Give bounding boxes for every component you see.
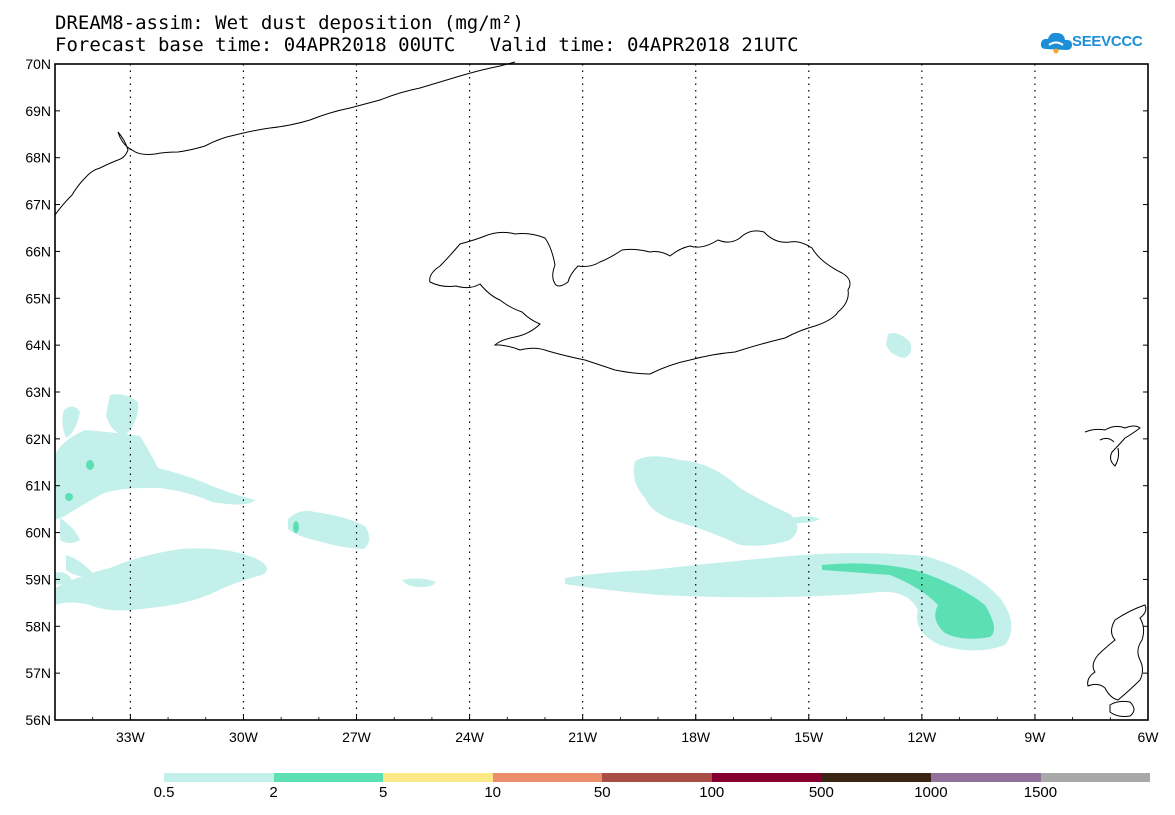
deposition-core-center bbox=[293, 521, 299, 533]
legend-label: 2 bbox=[269, 784, 278, 801]
deposition-area-south-iceland bbox=[633, 456, 798, 546]
legend-swatch bbox=[273, 773, 384, 782]
lat-label: 66N bbox=[25, 243, 51, 259]
legend-label: 0.5 bbox=[153, 784, 175, 801]
legend-swatch bbox=[602, 773, 712, 782]
legend-swatch bbox=[492, 773, 603, 782]
lon-label: 27W bbox=[342, 729, 372, 745]
lon-label: 6W bbox=[1138, 729, 1160, 745]
map-subtitle: Forecast base time: 04APR2018 00UTC Vali… bbox=[55, 34, 799, 56]
lat-label: 68N bbox=[25, 150, 51, 166]
legend-label: 50 bbox=[593, 784, 611, 801]
lon-label: 18W bbox=[681, 729, 711, 745]
axis-ticks bbox=[54, 63, 1149, 721]
greenland-coastline bbox=[54, 61, 516, 216]
legend-swatch bbox=[930, 773, 1041, 782]
deposition-area-southwest-strip bbox=[66, 555, 94, 577]
deposition-core-west-2 bbox=[65, 493, 73, 501]
legend-label: 1000 bbox=[914, 784, 948, 801]
lon-label: 21W bbox=[568, 729, 598, 745]
lon-label: 9W bbox=[1024, 729, 1046, 745]
legend-swatch bbox=[164, 773, 274, 782]
lat-label: 62N bbox=[25, 431, 51, 447]
lon-label: 15W bbox=[794, 729, 824, 745]
legend-swatch bbox=[711, 773, 822, 782]
lat-label: 63N bbox=[25, 384, 51, 400]
gridlines bbox=[129, 64, 1036, 720]
deposition-area-southwest-band bbox=[60, 518, 80, 543]
legend-label: 500 bbox=[808, 784, 834, 801]
logo-text: SEEVCCC bbox=[1072, 33, 1143, 50]
legend-label: 100 bbox=[699, 784, 725, 801]
seevccc-logo: SEEVCCC bbox=[1040, 29, 1155, 57]
scotland-coastline bbox=[1087, 604, 1147, 717]
lon-label: 33W bbox=[116, 729, 146, 745]
deposition-0.5-2-areas bbox=[55, 333, 1012, 651]
lat-label: 67N bbox=[25, 197, 51, 213]
lat-label: 57N bbox=[25, 665, 51, 681]
lat-label: 61N bbox=[25, 478, 51, 494]
lon-label: 24W bbox=[455, 729, 485, 745]
legend-swatch bbox=[821, 773, 931, 782]
legend-swatch bbox=[1040, 773, 1151, 782]
lon-label: 30W bbox=[229, 729, 259, 745]
legend-label: 5 bbox=[378, 784, 388, 801]
deposition-area-west bbox=[55, 430, 255, 520]
map-title: DREAM8-assim: Wet dust deposition (mg/m²… bbox=[55, 12, 524, 34]
lat-label: 59N bbox=[25, 571, 51, 587]
lat-label: 70N bbox=[25, 56, 51, 72]
lat-label: 69N bbox=[25, 103, 51, 119]
deposition-core-west-1 bbox=[86, 460, 94, 470]
legend-label: 10 bbox=[484, 784, 501, 801]
lat-label: 56N bbox=[25, 712, 51, 728]
legend-label: 1500 bbox=[1023, 784, 1058, 801]
deposition-area-south-iceland-tail bbox=[792, 516, 820, 524]
deposition-area-center-west bbox=[288, 510, 370, 549]
deposition-area-center-spot bbox=[402, 578, 436, 588]
faroe-coastline bbox=[1084, 425, 1141, 467]
lat-label: 65N bbox=[25, 290, 51, 306]
cloud-icon bbox=[1040, 32, 1072, 54]
deposition-area-southwest-dot bbox=[55, 572, 72, 585]
deposition-area-southwest bbox=[55, 548, 268, 611]
deposition-area-west-tongue bbox=[106, 394, 139, 436]
deposition-2-5-areas bbox=[65, 460, 994, 639]
deposition-core-plume bbox=[822, 563, 994, 639]
latitude-labels: 70N 69N 68N 67N 66N 65N 64N 63N 62N 61N 60N 59N 58N 5… bbox=[25, 56, 51, 728]
lat-label: 64N bbox=[25, 337, 51, 353]
deposition-area-east-iceland bbox=[886, 333, 912, 358]
legend-swatch bbox=[383, 773, 493, 782]
iceland-coastline bbox=[429, 230, 851, 375]
lon-label: 12W bbox=[907, 729, 937, 745]
lat-label: 60N bbox=[25, 525, 51, 541]
color-legend bbox=[164, 773, 1151, 782]
lat-label: 58N bbox=[25, 618, 51, 634]
coastlines bbox=[54, 61, 1147, 717]
deposition-area-west-spot bbox=[62, 406, 80, 438]
longitude-labels: 33W 30W 27W 24W 21W 18W 15W 12W 9W 6W bbox=[116, 729, 1159, 745]
